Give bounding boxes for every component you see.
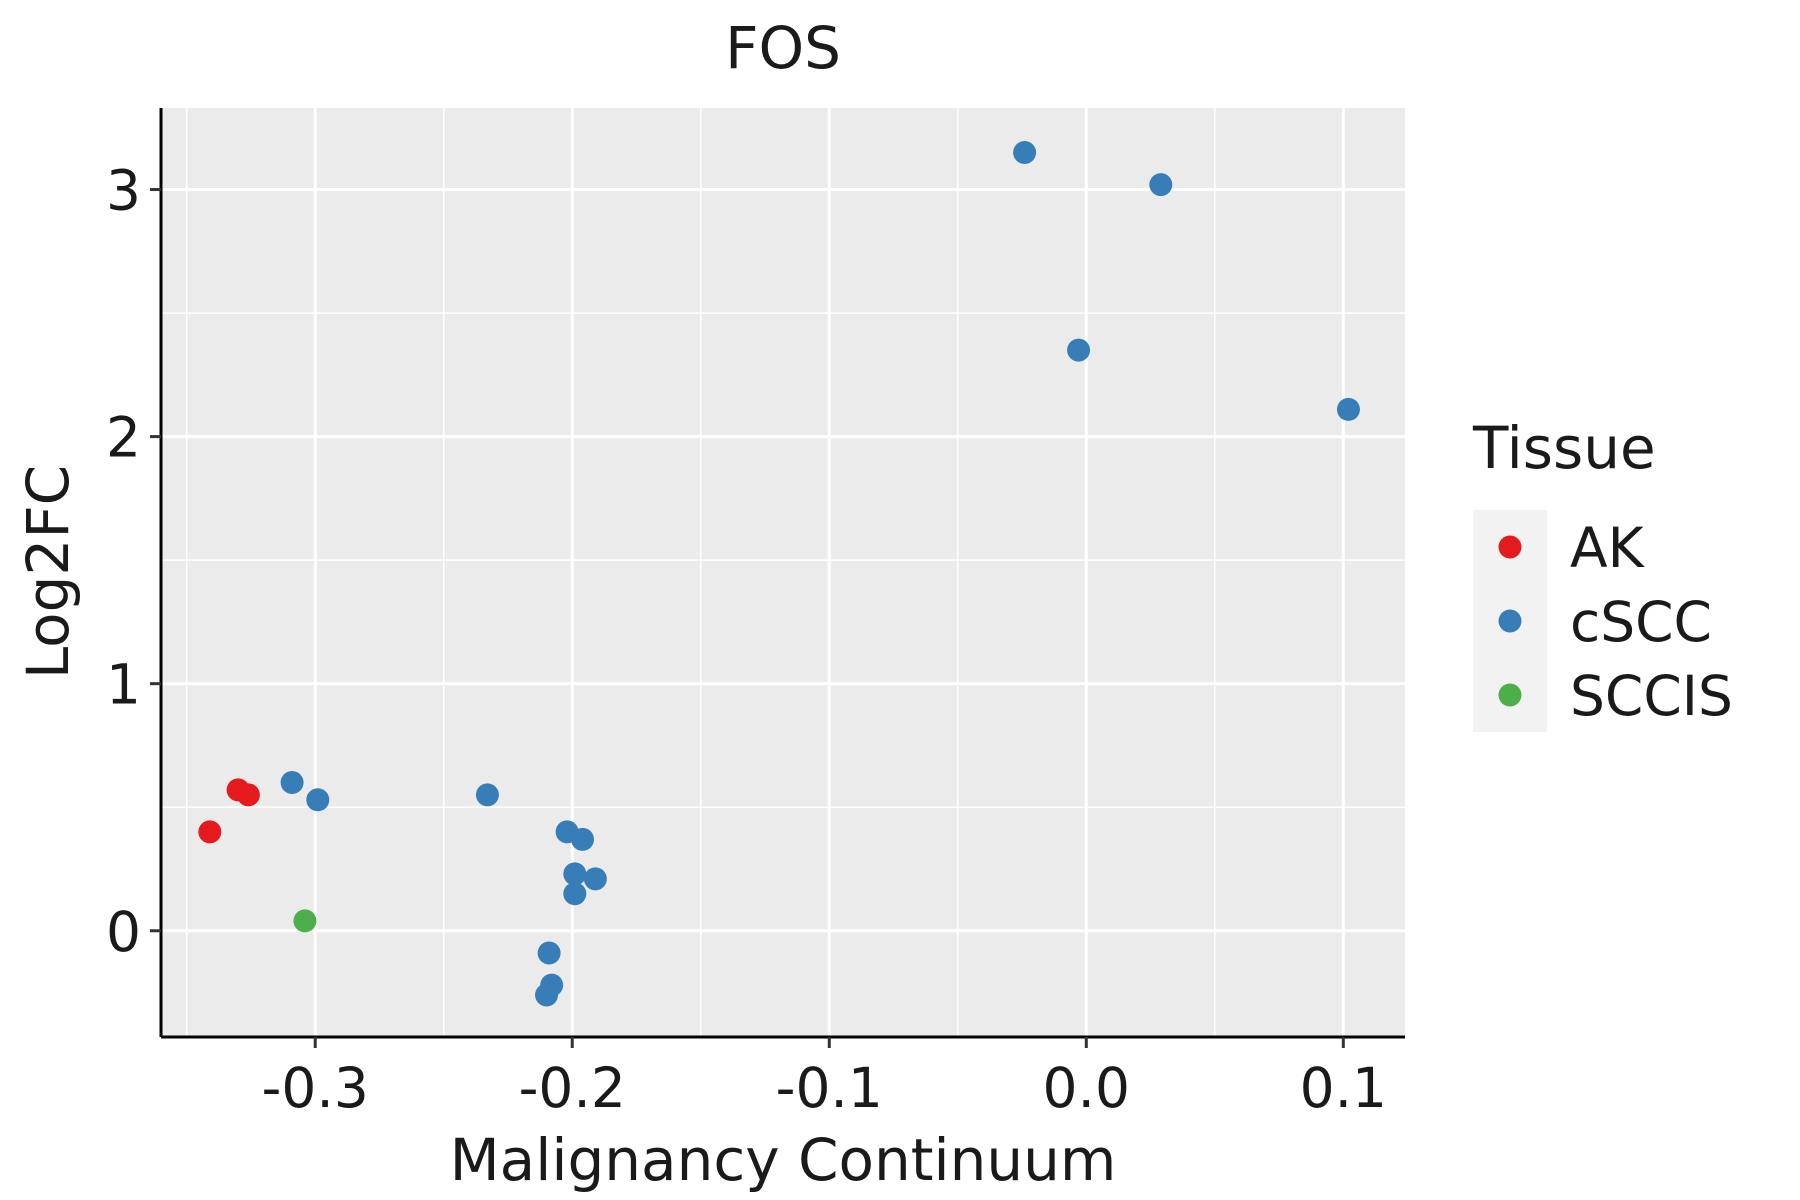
legend-label-sccis: SCCIS xyxy=(1570,664,1733,728)
x-tick-label: 0.1 xyxy=(1300,1056,1387,1120)
legend-key-sccis xyxy=(1498,683,1522,707)
data-point-ak xyxy=(198,820,222,844)
axis-ticks: -0.3 -0.2 -0.1 0.0 0.1 0 1 2 3 xyxy=(106,159,1387,1120)
data-point-cscc xyxy=(1149,173,1173,197)
data-point-cscc xyxy=(571,827,595,851)
data-point-cscc xyxy=(563,882,587,906)
legend-label-cscc: cSCC xyxy=(1570,590,1712,654)
chart-title: FOS xyxy=(725,14,841,82)
data-point-cscc xyxy=(1067,338,1091,362)
data-point-cscc xyxy=(1013,140,1037,164)
x-axis-title: Malignancy Continuum xyxy=(450,1126,1117,1194)
y-tick-label: 1 xyxy=(106,653,141,717)
plot-panel-background xyxy=(161,108,1405,1037)
grid-lines xyxy=(161,108,1405,1037)
data-point-cscc xyxy=(475,783,499,807)
y-tick-label: 3 xyxy=(106,159,141,223)
data-point-cscc xyxy=(535,983,559,1007)
legend-key-ak xyxy=(1498,535,1522,559)
x-tick-label: 0.0 xyxy=(1043,1056,1130,1120)
data-point-sccis xyxy=(293,909,317,933)
y-axis-title: Log2FC xyxy=(14,465,82,679)
data-point-cscc xyxy=(563,862,587,886)
legend-key-cscc xyxy=(1498,609,1522,633)
legend-label-ak: AK xyxy=(1570,516,1646,580)
legend-title: Tissue xyxy=(1472,414,1656,482)
data-point-cscc xyxy=(280,771,304,795)
data-point-cscc xyxy=(306,788,330,812)
data-point-cscc xyxy=(1336,397,1360,421)
x-tick-label: -0.3 xyxy=(262,1056,369,1120)
data-points xyxy=(198,140,1360,1007)
y-tick-label: 2 xyxy=(106,406,141,470)
x-tick-label: -0.1 xyxy=(776,1056,883,1120)
data-point-cscc xyxy=(537,941,561,965)
y-tick-label: 0 xyxy=(106,900,141,964)
legend: Tissue AK cSCC SCCIS xyxy=(1472,414,1733,732)
data-point-ak xyxy=(236,783,260,807)
data-point-cscc xyxy=(583,867,607,891)
x-tick-label: -0.2 xyxy=(519,1056,626,1120)
